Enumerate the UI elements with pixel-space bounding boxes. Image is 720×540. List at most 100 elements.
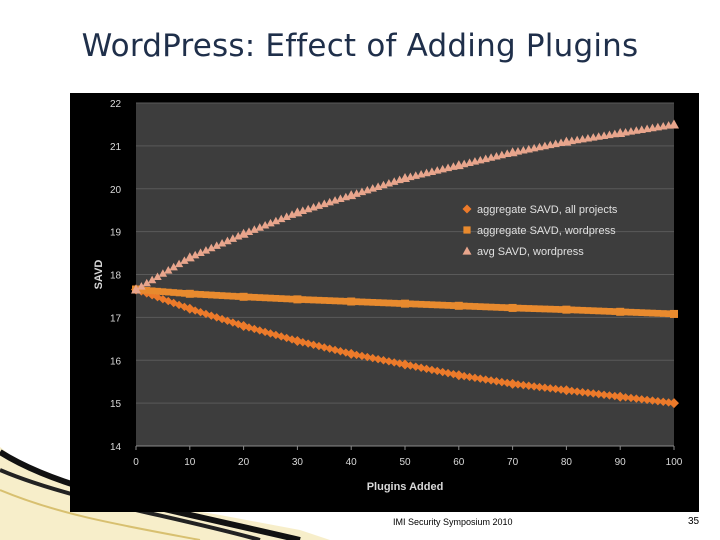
series-2-fill-marker [396, 300, 403, 307]
series-2-fill-marker [148, 287, 156, 295]
y-axis-label: SAVD [93, 260, 105, 290]
series-1-fill-marker [540, 383, 550, 392]
series-1-fill-marker [427, 365, 437, 375]
series-2-fill-marker [638, 309, 646, 317]
series-2-fill-marker [207, 291, 215, 299]
series-3-fill-marker [212, 241, 221, 249]
series-2-fill-marker [197, 291, 204, 298]
series-1-fill-marker [583, 388, 593, 398]
series-1-fill-marker [492, 377, 501, 386]
series-2-fill-marker [503, 304, 511, 312]
series-2-fill-marker [417, 300, 425, 308]
series-3-point [400, 173, 410, 183]
series-1-fill-marker [277, 332, 286, 341]
series-2-fill-marker [229, 292, 237, 300]
series-1-fill-marker [648, 396, 657, 405]
series-2-fill-marker [380, 299, 387, 307]
series-1-fill-marker [546, 384, 555, 393]
footer-text: IMI Security Symposium 2010 [393, 517, 513, 527]
y-tick-label: 20 [110, 185, 122, 196]
series-2-fill-marker [213, 291, 221, 299]
series-2-fill-marker [600, 307, 608, 315]
series-2-fill-marker [482, 303, 490, 311]
series-1-fill-marker [411, 362, 420, 371]
series-1-fill-marker [422, 364, 431, 374]
page-number: 35 [688, 516, 700, 527]
series-2-fill-marker [191, 290, 199, 298]
legend-marker-2 [463, 226, 471, 234]
series-2-fill-marker [283, 295, 290, 303]
series-3-fill-marker [228, 234, 238, 242]
series-2-fill-marker [181, 290, 188, 297]
series-3-fill-marker [207, 243, 216, 252]
series-3-fill-marker [164, 266, 173, 274]
series-3-point [346, 190, 357, 200]
series-2-fill-marker [164, 288, 172, 296]
series-1-fill-marker [589, 389, 598, 398]
series-1-point [346, 348, 357, 359]
series-1-point [453, 370, 464, 381]
series-1-fill-marker [626, 393, 636, 403]
series-1-fill-marker [390, 358, 399, 367]
series-3-point [131, 284, 141, 294]
series-2-fill-marker [568, 306, 576, 314]
series-1-fill-marker [476, 374, 485, 383]
series-1-fill-marker [201, 309, 211, 319]
x-tick-label: 40 [346, 457, 358, 468]
series-3-fill-marker [277, 214, 286, 223]
series-2-fill-marker [256, 294, 264, 301]
series-3-fill-marker [223, 236, 232, 245]
x-tick-label: 30 [292, 457, 304, 468]
series-2-fill-marker [143, 287, 151, 294]
series-3-point [238, 228, 249, 238]
series-1-fill-marker [379, 356, 388, 365]
series-2-fill-marker [546, 305, 554, 313]
series-2-fill-marker [557, 306, 565, 313]
series-2-fill-marker [659, 310, 667, 317]
series-2-fill-marker [315, 296, 323, 304]
series-2-point [616, 307, 625, 316]
series-3-fill-marker [180, 256, 189, 264]
y-tick-label: 17 [110, 313, 122, 324]
series-3-point [184, 252, 195, 262]
series-2-fill-marker [353, 298, 360, 306]
slide-title: WordPress: Effect of Adding Plugins [81, 28, 639, 64]
series-1-fill-marker [529, 382, 539, 391]
series-2-fill-marker [498, 304, 506, 311]
series-1-fill-marker [642, 395, 652, 405]
series-2-fill-marker [444, 302, 452, 309]
series-2-fill-marker [579, 306, 586, 314]
series-2-fill-marker [632, 309, 640, 316]
series-1-point [238, 320, 249, 331]
series-3-point [669, 119, 679, 129]
series-2-fill-marker [385, 299, 393, 307]
series-2-fill-marker [299, 296, 307, 303]
series-2-fill-marker [170, 289, 178, 296]
series-2-fill-marker [138, 286, 145, 294]
series-1-fill-marker [363, 352, 372, 362]
series-1-fill-marker [438, 367, 447, 377]
series-3-fill-marker [255, 223, 264, 231]
series-1-point [292, 335, 303, 346]
x-tick-label: 80 [561, 457, 573, 468]
series-2-fill-marker [428, 301, 436, 309]
series-1-fill-marker [659, 397, 668, 407]
series-3-fill-marker [282, 212, 291, 220]
series-1-fill-marker [373, 354, 383, 364]
series-2-fill-marker [288, 295, 296, 303]
series-1-fill-marker [637, 395, 646, 404]
series-2-fill-marker [159, 288, 167, 296]
series-2-fill-marker [320, 297, 328, 304]
series-2-point [239, 292, 248, 301]
series-2-fill-marker [493, 303, 500, 311]
series-1-fill-marker [153, 293, 162, 302]
series-2-fill-marker [520, 304, 527, 312]
series-1-fill-marker [486, 376, 496, 385]
series-2-fill-marker [627, 308, 635, 316]
series-1-fill-marker [443, 368, 453, 378]
series-1-fill-marker [621, 393, 630, 402]
series-2-fill-marker [304, 296, 312, 304]
series-2-fill-marker [224, 292, 231, 300]
series-2-fill-marker [423, 301, 430, 308]
series-2-fill-marker [407, 300, 414, 308]
